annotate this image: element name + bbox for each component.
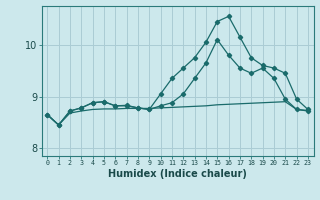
- X-axis label: Humidex (Indice chaleur): Humidex (Indice chaleur): [108, 169, 247, 179]
